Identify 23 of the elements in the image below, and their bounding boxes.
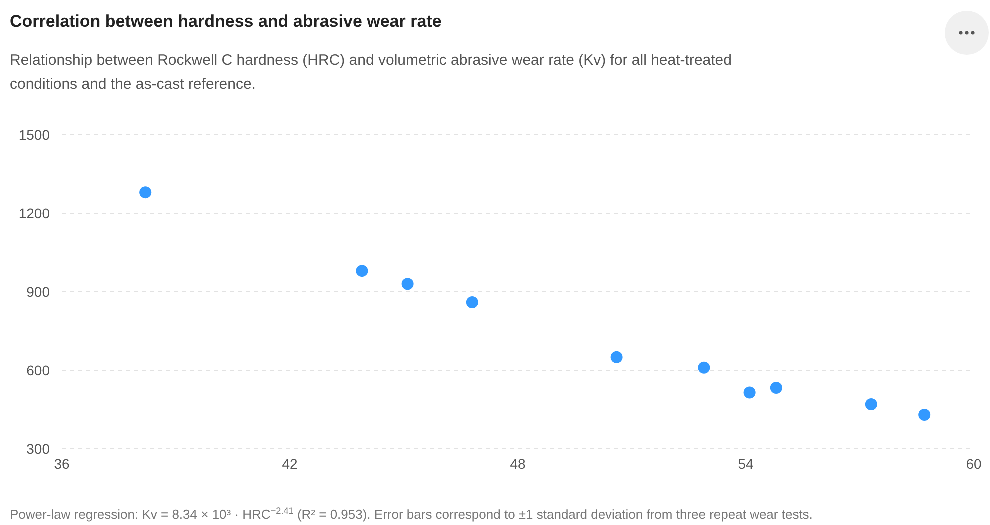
y-tick-label: 1200 <box>18 205 50 222</box>
x-tick-label: 42 <box>282 456 298 472</box>
chart-subtitle: Relationship between Rockwell C hardness (HRC) and volumetric abrasive wear rate (Kv) for all heat-treated conditions and the as-cast reference. <box>10 52 732 93</box>
point <box>698 362 710 374</box>
x-tick-label: 54 <box>738 456 754 472</box>
point <box>865 398 878 411</box>
point <box>356 265 368 278</box>
point <box>770 382 782 394</box>
x-tick-label: 60 <box>966 456 982 472</box>
y-tick-label: 900 <box>26 284 50 300</box>
text: Power-law regression: Kv = 8.34 × 10³ · HRC$^{−2.41}$ (R² = 0.953). Error bars correspond to ±1 standard deviation from three repeat wear tests. <box>10 506 813 522</box>
point <box>402 278 414 290</box>
chart-title: Correlation between hardness and abrasive wear rate <box>10 12 442 31</box>
point <box>140 186 152 199</box>
y-tick-label: 600 <box>26 362 50 378</box>
y-tick-label: 1500 <box>18 126 50 143</box>
point <box>744 386 756 399</box>
x-tick-label: 48 <box>510 456 526 472</box>
y-tick-label: 300 <box>26 440 50 457</box>
point <box>918 408 931 421</box>
point <box>466 296 478 308</box>
point <box>610 351 623 364</box>
x-tick-label: 36 <box>54 456 70 472</box>
